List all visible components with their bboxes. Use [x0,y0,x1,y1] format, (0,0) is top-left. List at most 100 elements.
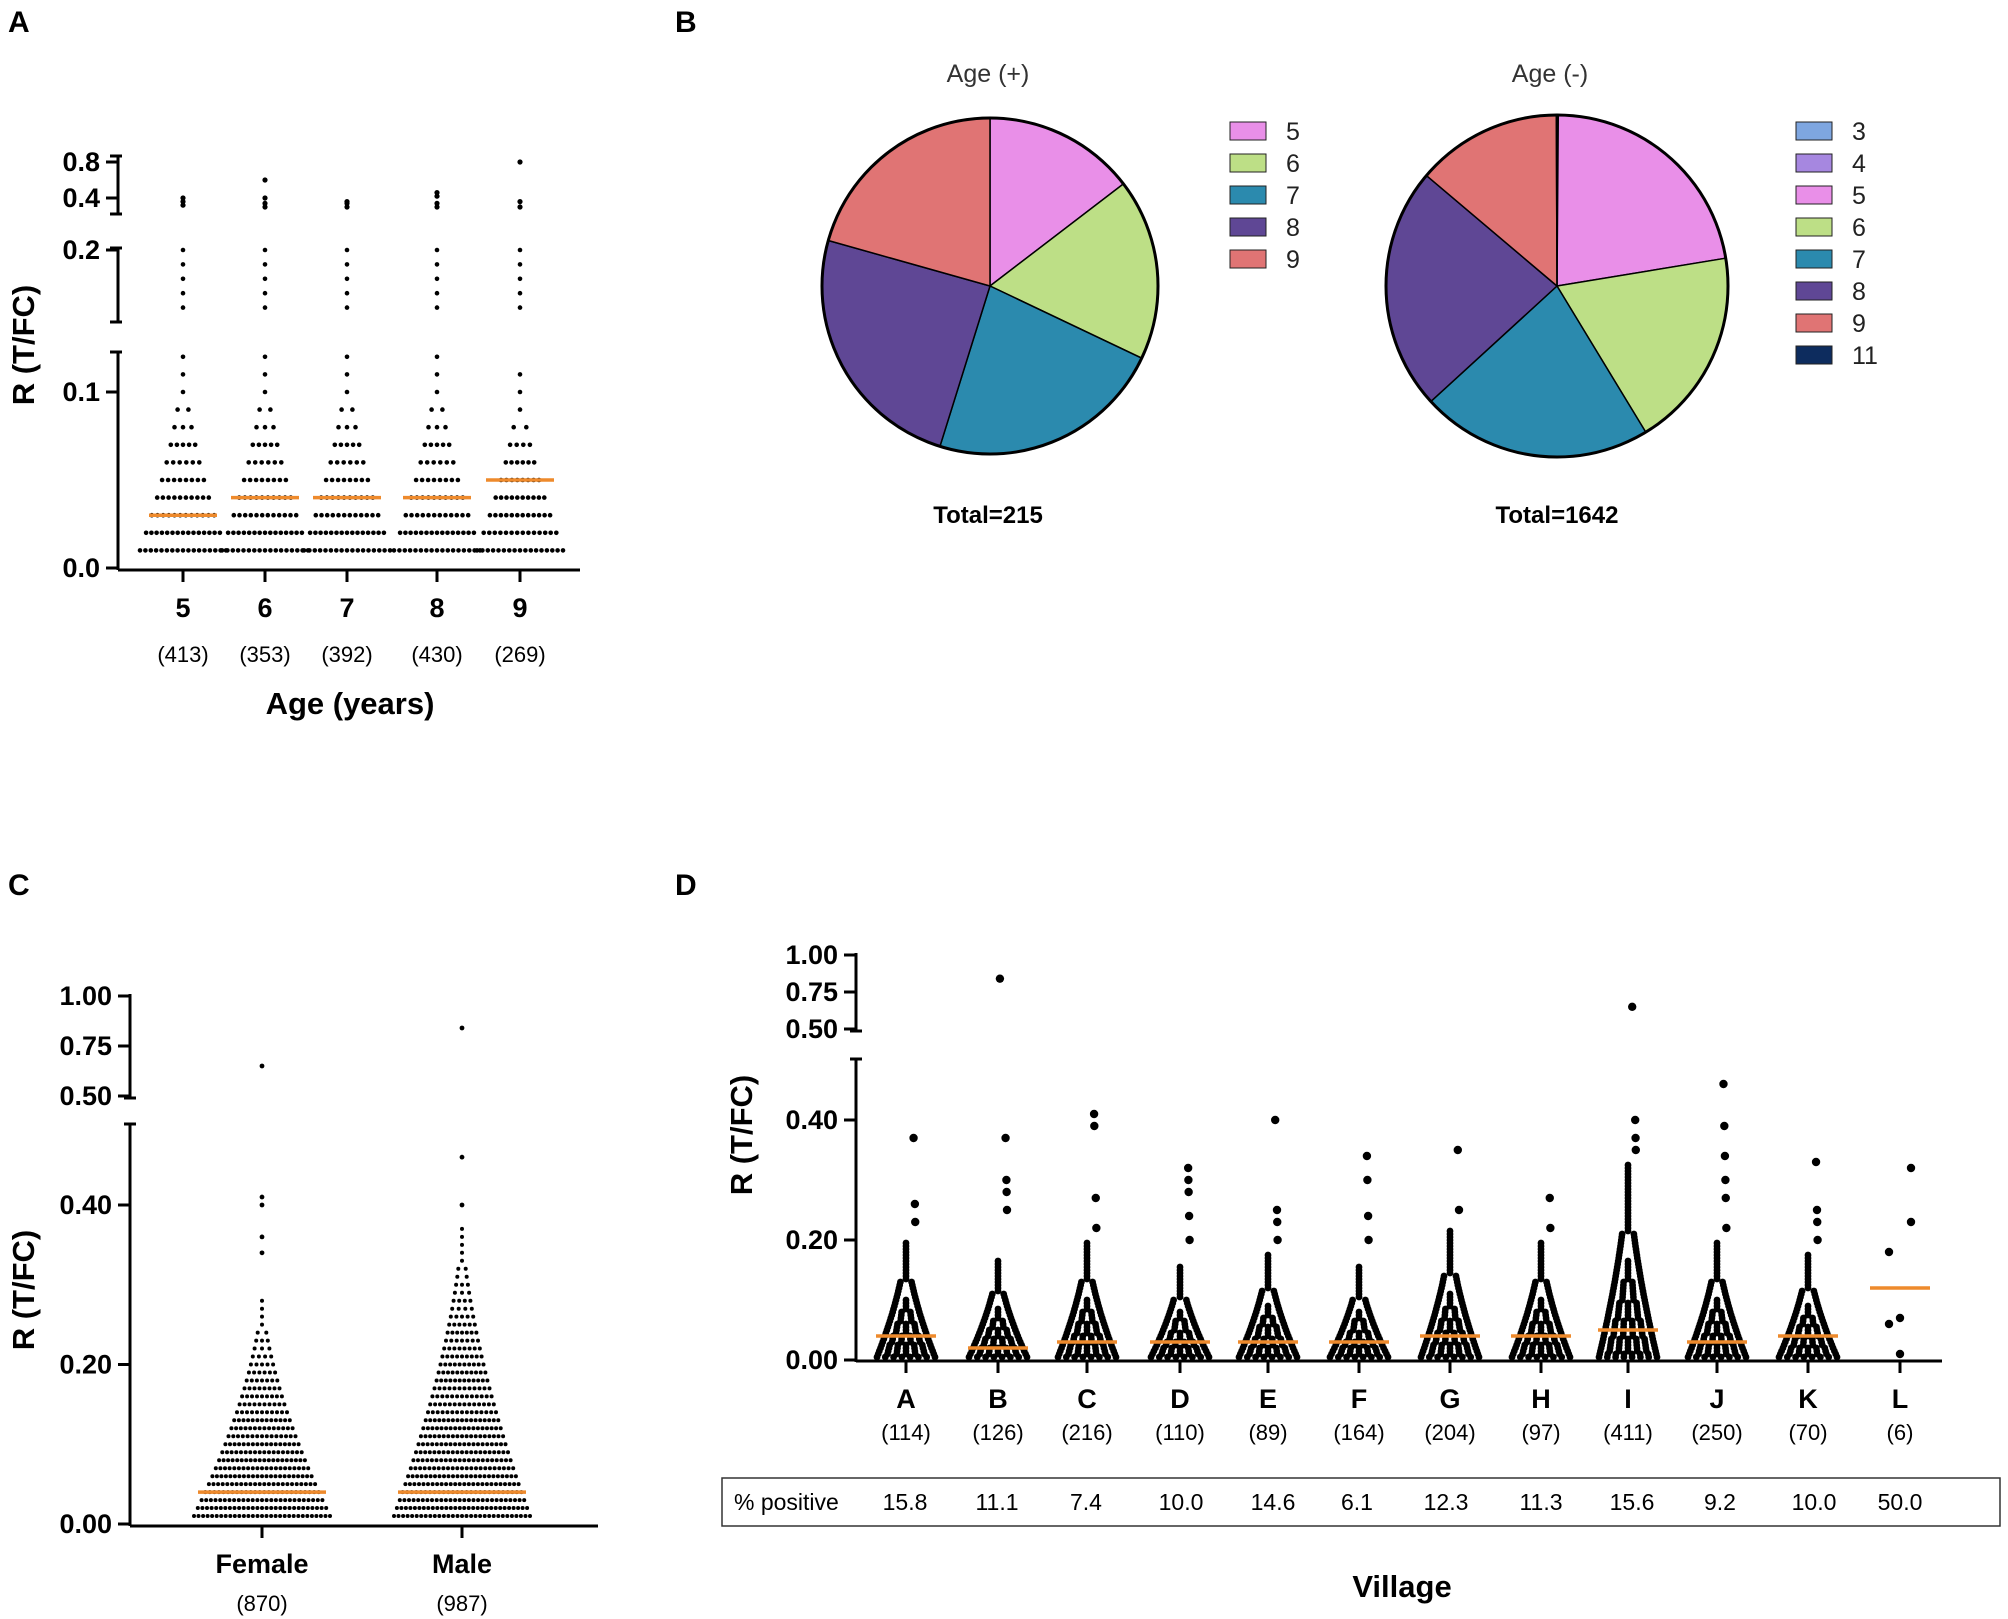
village-G-point [1454,1205,1464,1215]
age-6-point [262,262,268,267]
sex-Male-point [471,1442,476,1447]
y-tick-label: 0.8 [62,147,100,177]
village-B-point [1001,1133,1010,1143]
age-7-point [344,530,350,536]
sex-Male-point [498,1506,503,1510]
age-9-point [537,530,542,536]
village-C-point [1089,1278,1096,1286]
sex-Male-point [453,1482,458,1487]
age-8-point [426,512,431,518]
sex-Male-point [484,1482,489,1487]
sex-Female-point [308,1482,313,1487]
count-label: (6) [1887,1420,1914,1445]
sex-Male-point [450,1434,455,1439]
sex-Male-point [467,1290,472,1295]
sex-Male-point [489,1442,494,1447]
age-7-point [323,548,328,553]
age-6-point [225,530,231,536]
village-E-point [1264,1251,1272,1259]
age-8-point [434,290,440,296]
village-A-point [902,1239,910,1247]
sex-Male-point [460,1394,464,1399]
village-E-point [1258,1287,1266,1295]
age-7-point [318,530,323,536]
age-9-point [536,512,542,518]
sex-Male-point [487,1418,492,1423]
sex-Male-outlier [459,1025,465,1031]
village-K-point [1810,1287,1818,1295]
sex-Male-point [503,1482,507,1487]
sex-Male-point [523,1514,528,1518]
age-7-point [328,460,334,465]
age-6-point [241,548,246,553]
sex-Female-point [273,1498,278,1503]
age-5-point [180,262,186,267]
age-5-point [189,495,194,500]
age-5-point [160,495,166,500]
village-K-point [1813,1217,1822,1227]
sex-Female-point [305,1506,310,1510]
sex-Male-point [452,1386,457,1391]
age-7-point [317,548,323,553]
sex-Male-point [447,1402,452,1407]
sex-Female-point [315,1498,320,1503]
sex-Male-point [416,1442,421,1447]
sex-Male-point [448,1362,453,1367]
village-D-point [1176,1329,1184,1337]
sex-Male-point [434,1378,439,1383]
age-9-point [474,548,480,553]
village-L-point [1884,1319,1894,1329]
sex-Male-point [507,1482,512,1487]
age-8-point [418,530,424,536]
sex-Male-point [477,1386,482,1391]
age-7-point [350,407,355,412]
legend-label: 3 [1852,118,1866,146]
age-6-point [268,530,273,536]
sex-Female-point [277,1402,282,1407]
y-tick-label: 0.00 [59,1509,112,1539]
sex-Male-point [430,1498,434,1503]
sex-Male-point [455,1434,460,1439]
sex-Female-point [232,1514,237,1518]
sex-Female-point [275,1458,280,1463]
sex-Male-point [444,1506,449,1510]
sex-Female-point [276,1450,281,1455]
sex-Male-point [466,1378,471,1383]
sex-Female-point [287,1514,292,1518]
legend-label: 8 [1286,214,1300,242]
sex-Male-point [462,1346,467,1351]
panel-label-b: B [675,6,697,39]
sex-Male-outlier [459,1154,465,1160]
sex-Male-point [428,1514,433,1518]
sex-Male-point [399,1506,404,1510]
y-tick-label: 0.20 [59,1350,112,1380]
age-7-point [338,442,344,448]
sex-Female-point [227,1506,232,1510]
age-7-point [307,548,312,553]
sex-Female-point [252,1402,257,1407]
village-A-point [902,1320,910,1328]
x-tick-label: A [896,1384,916,1414]
sex-Female-point [257,1450,262,1455]
age-6-point [271,424,276,430]
sex-Female-point [250,1394,254,1399]
age-9-point [496,548,501,553]
age-9-point [509,495,515,500]
sex-Male-point [480,1498,485,1503]
sex-Male-point [477,1346,482,1351]
sex-Female-point [300,1474,305,1479]
age-5-point [143,548,148,553]
sex-Male-point [440,1354,445,1359]
sex-Female-point [248,1458,253,1463]
sex-Male-point [471,1314,476,1319]
age-5-point [177,495,183,500]
village-L-point [1906,1163,1916,1173]
age-7-point [336,512,341,518]
sex-Male-point [430,1426,435,1431]
count-label: (110) [1155,1420,1205,1445]
sex-Male-point [457,1498,462,1503]
sex-Female-point [214,1514,219,1518]
sex-Male-point [446,1466,450,1471]
sex-Female-point [297,1466,301,1471]
age-8-point [429,407,434,412]
